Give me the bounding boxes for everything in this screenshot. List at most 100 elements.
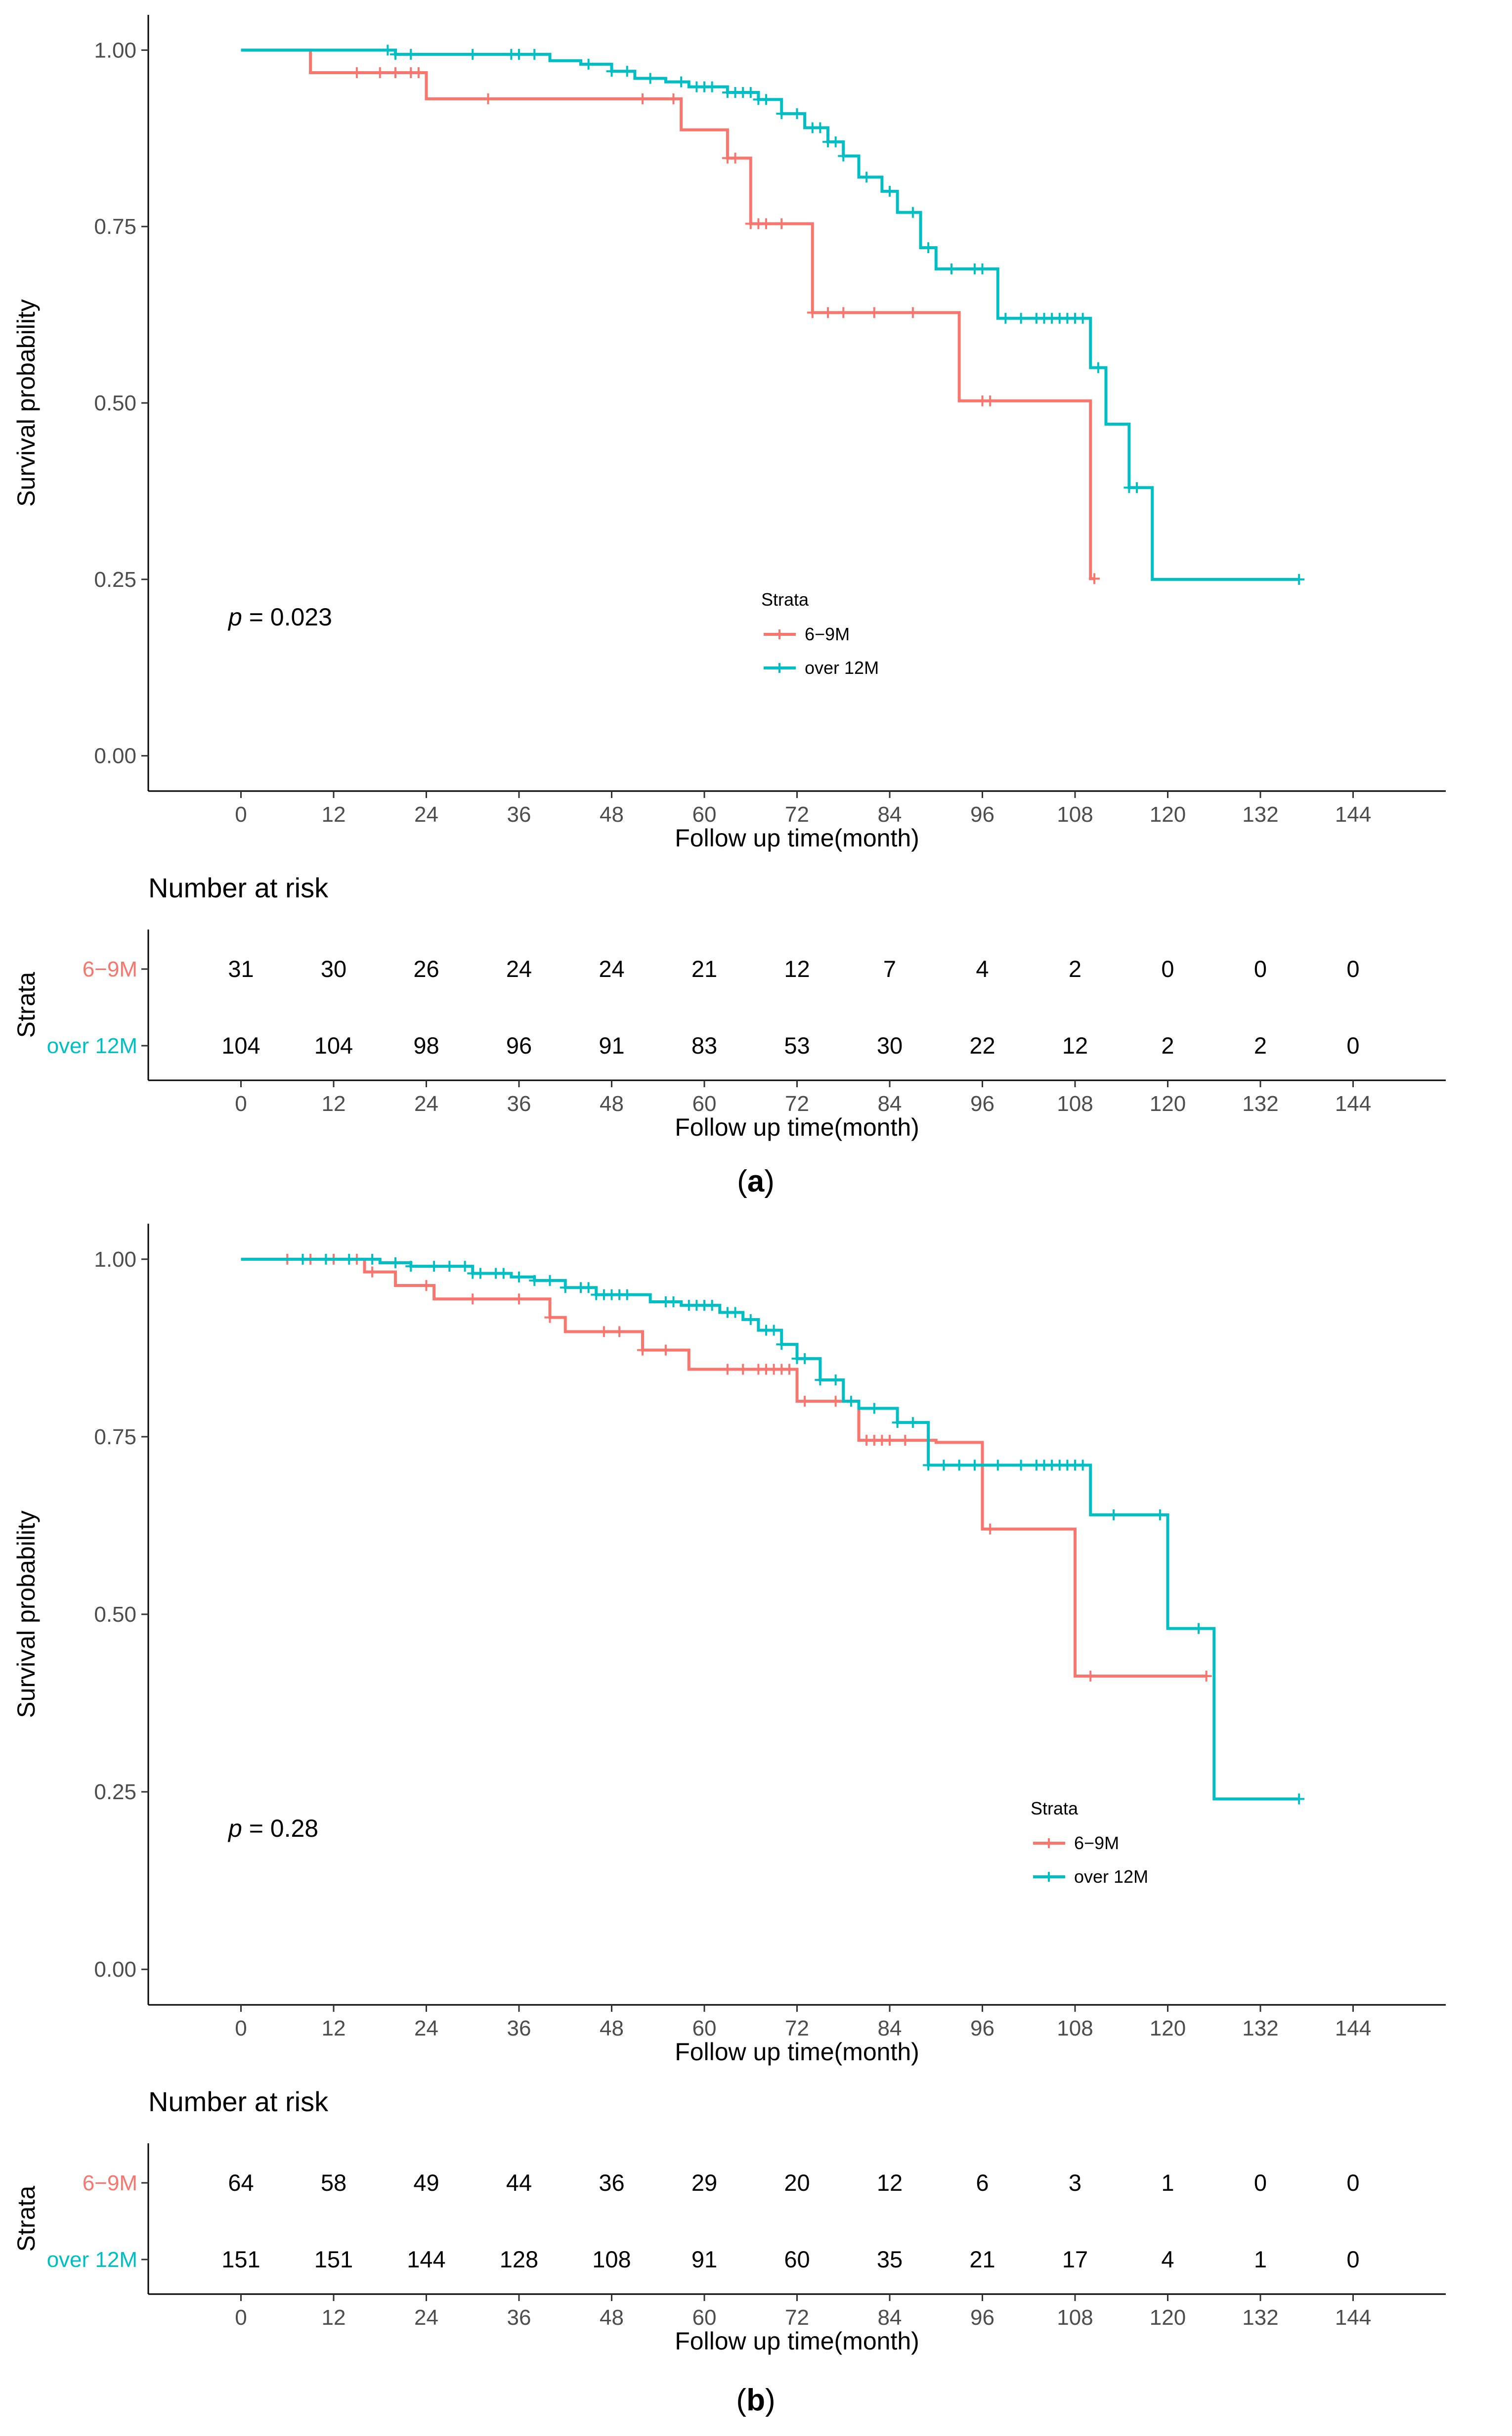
risk-cell: 104 xyxy=(314,1032,353,1059)
censor-mark xyxy=(907,207,918,218)
risk-cell: 96 xyxy=(506,1032,532,1059)
censor-mark xyxy=(1294,574,1305,585)
panel-a: 0.000.250.500.751.000 12 24 36 48 60 72 84 96 108… xyxy=(12,15,1446,1198)
censor-mark xyxy=(830,136,841,147)
risk-cell: 2 xyxy=(1161,1032,1174,1059)
risk-cell: 151 xyxy=(221,2246,260,2272)
risk-cell: 128 xyxy=(500,2246,538,2272)
p-value-annotation: p = 0.28 xyxy=(227,1815,318,1842)
censor-mark xyxy=(830,1374,841,1385)
risk-cell: 144 xyxy=(407,2246,445,2272)
x-tick-label: 144 xyxy=(1335,2016,1371,2040)
y-tick-label: 0.75 xyxy=(94,1425,136,1449)
censor-mark xyxy=(730,152,741,164)
risk-row-label: 6−9M xyxy=(83,2171,137,2195)
censor-mark xyxy=(668,1296,679,1307)
legend-label: over 12M xyxy=(805,658,879,678)
risk-cell: 20 xyxy=(784,2170,810,2196)
censor-mark xyxy=(923,242,934,253)
x-tick-label: 60 xyxy=(692,802,717,827)
x-tick-label: 84 xyxy=(878,802,902,827)
risk-x-tick-label: 72 xyxy=(785,1092,809,1116)
censor-mark xyxy=(1015,312,1027,324)
censor-mark xyxy=(444,1261,455,1272)
y-tick-label: 0.00 xyxy=(94,1957,136,1982)
panel-b: 0.000.250.500.751.000 12 24 36 48 60 72 84 96 108… xyxy=(12,1224,1446,2417)
risk-row-label: over 12M xyxy=(47,2248,137,2272)
censor-mark xyxy=(776,108,787,119)
censor-mark xyxy=(529,48,540,60)
y-axis-title: Survival probability xyxy=(12,1510,40,1718)
censor-mark xyxy=(884,1435,895,1446)
censor-mark xyxy=(745,1314,756,1325)
caption-letter: a xyxy=(747,1164,765,1198)
x-tick-label: 132 xyxy=(1242,2016,1278,2040)
risk-cell: 29 xyxy=(691,2170,717,2196)
risk-table-title: Number at risk xyxy=(148,872,329,903)
censor-mark xyxy=(390,48,401,60)
x-tick-label: 48 xyxy=(600,802,624,827)
p-value-text: = 0.28 xyxy=(242,1815,318,1842)
censor-mark xyxy=(783,1364,795,1375)
censor-mark xyxy=(606,66,617,77)
censor-mark xyxy=(583,1282,594,1293)
censor-mark xyxy=(969,1460,980,1471)
censor-mark xyxy=(845,1396,857,1407)
p-value-annotation: p = 0.023 xyxy=(227,603,332,631)
censor-mark xyxy=(514,1271,524,1283)
risk-cell: 26 xyxy=(413,956,439,982)
risk-x-tick-label: 120 xyxy=(1150,1092,1186,1116)
x-axis-title: Follow up time(month) xyxy=(675,2038,919,2066)
risk-x-tick-label: 60 xyxy=(692,1092,717,1116)
censor-mark xyxy=(637,1344,648,1356)
legend: Strata 6−9M over 12M xyxy=(1031,1798,1148,1887)
censor-mark xyxy=(768,1325,779,1336)
x-tick-label: 24 xyxy=(414,802,438,827)
censor-mark xyxy=(1092,362,1104,373)
risk-cell: 91 xyxy=(691,2246,717,2272)
risk-x-tick-label: 48 xyxy=(600,2305,624,2330)
censor-mark xyxy=(1193,1623,1204,1634)
risk-cell: 151 xyxy=(314,2246,353,2272)
caption-letter: b xyxy=(746,2383,765,2417)
risk-x-tick-label: 132 xyxy=(1242,2305,1278,2330)
risk-cell: 30 xyxy=(877,1032,903,1059)
censor-mark xyxy=(344,1253,355,1265)
risk-cell: 30 xyxy=(321,956,346,982)
x-tick-label: 108 xyxy=(1057,802,1093,827)
risk-cell: 35 xyxy=(877,2246,903,2272)
risk-cell: 4 xyxy=(976,956,989,982)
risk-cell: 6 xyxy=(976,2170,989,2196)
risk-cell: 104 xyxy=(221,1032,260,1059)
censor-mark xyxy=(923,1460,934,1471)
risk-x-tick-label: 108 xyxy=(1057,2305,1093,2330)
y-tick-label: 0.00 xyxy=(94,744,136,768)
risk-x-tick-label: 12 xyxy=(322,2305,346,2330)
risk-x-tick-label: 36 xyxy=(507,1092,531,1116)
x-tick-label: 0 xyxy=(235,802,247,827)
risk-x-tick-label: 60 xyxy=(692,2305,717,2330)
x-tick-label: 72 xyxy=(785,802,809,827)
risk-x-tick-label: 132 xyxy=(1242,1092,1278,1116)
x-tick-label: 96 xyxy=(970,2016,994,2040)
risk-y-axis-title: Strata xyxy=(12,2186,40,2252)
x-tick-label: 84 xyxy=(878,2016,902,2040)
x-tick-label: 12 xyxy=(322,802,346,827)
censor-mark xyxy=(953,1460,965,1471)
censor-mark xyxy=(429,1261,440,1272)
legend: Strata 6−9M over 12M xyxy=(761,589,879,678)
censor-mark xyxy=(868,1403,880,1414)
p-value-text: = 0.023 xyxy=(242,603,332,631)
censor-mark xyxy=(985,395,996,406)
risk-cell: 21 xyxy=(969,2246,995,2272)
y-axis-title: Survival probability xyxy=(12,299,40,507)
risk-x-tick-label: 96 xyxy=(970,1092,994,1116)
censor-mark xyxy=(382,44,393,56)
risk-cell: 0 xyxy=(1254,956,1267,982)
legend-label: 6−9M xyxy=(1074,1833,1119,1853)
censor-mark xyxy=(1294,1793,1305,1805)
censor-mark xyxy=(799,1353,811,1364)
legend-censor-mark xyxy=(1044,1872,1054,1882)
censor-mark xyxy=(367,1253,378,1265)
